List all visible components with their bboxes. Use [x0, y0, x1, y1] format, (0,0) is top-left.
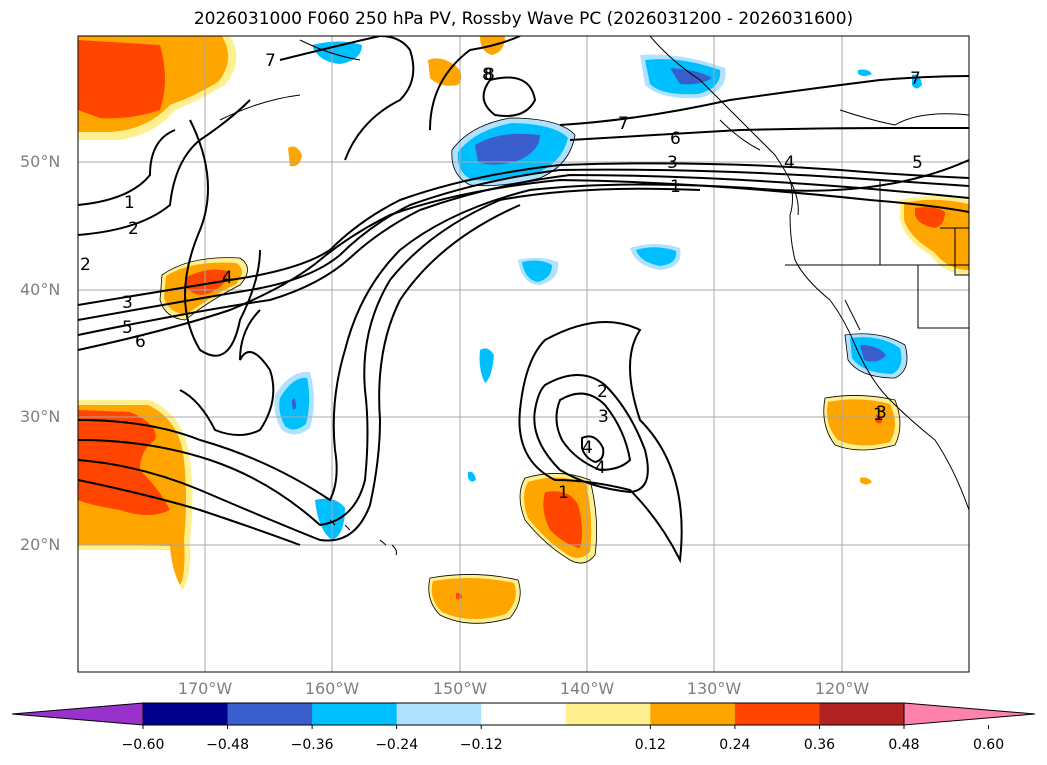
colorbar-segment [819, 703, 905, 725]
lat-label-30n: 30°N [20, 407, 61, 426]
colorbar-segment [565, 703, 651, 725]
contour-label: 1 [124, 193, 135, 213]
colorbar-tick-label: 0.60 [972, 737, 1005, 753]
contour-label: 8 [484, 65, 495, 85]
lon-label-130w: 130°W [686, 679, 742, 698]
contour-label: 3 [598, 407, 609, 427]
colorbar-segment [734, 703, 820, 725]
map-title: 2026031000 F060 250 hPa PV, Rossby Wave … [193, 9, 854, 29]
lon-label-150w: 150°W [432, 679, 488, 698]
lat-label-40n: 40°N [20, 280, 61, 299]
contour-label: 6 [670, 129, 681, 149]
colorbar-tick-label: 0.12 [634, 737, 666, 753]
contour-label: 4 [784, 153, 795, 173]
contour-label: 7 [618, 114, 629, 134]
lon-label-120w: 120°W [814, 679, 870, 698]
contour-label: 3 [667, 153, 678, 173]
contour-label: 1 [670, 177, 681, 197]
colorbar-tick-label: −0.12 [459, 737, 503, 753]
contour-label: 3 [876, 403, 887, 423]
colorbar-tick-label: −0.60 [121, 737, 165, 753]
contour-label: 3 [122, 293, 133, 313]
contour-low-1 [518, 321, 683, 564]
colorbar-segment [227, 703, 313, 725]
colorbar-frame [142, 702, 905, 726]
pv-anomaly-shading [78, 36, 969, 624]
colorbar-extend-high [903, 702, 1036, 726]
colorbar-extend-low [11, 702, 144, 726]
colorbar-tick-label: −0.36 [290, 737, 334, 753]
colorbar-tick-label: −0.48 [206, 737, 249, 753]
contour-label: 7 [910, 69, 921, 89]
contour-label: 1 [558, 483, 569, 503]
lat-label-50n: 50°N [20, 152, 61, 171]
contour-label: 5 [122, 318, 133, 338]
contour-label: 4 [582, 438, 593, 458]
colorbar-tick-label: −0.24 [375, 737, 419, 753]
contour-label: 7 [265, 51, 276, 71]
contour-label: 6 [135, 332, 146, 352]
colorbar-segment [143, 703, 229, 725]
contour-label: 2 [597, 382, 608, 402]
lon-label-160w: 160°W [304, 679, 360, 698]
colorbar-segment [650, 703, 736, 725]
contour-low-4 [581, 435, 605, 464]
colorbar-tick-label: 0.48 [888, 737, 920, 753]
colorbar-segment [481, 703, 567, 725]
map-frame [77, 35, 970, 673]
anomaly-outlines [159, 117, 908, 624]
contour-low-3 [555, 392, 632, 472]
contour-low-2 [533, 374, 649, 494]
colorbar-tick-label: 0.36 [803, 737, 836, 753]
pv-contours [78, 36, 969, 564]
colorbar-segment [396, 703, 482, 725]
lat-label-20n: 20°N [20, 535, 61, 554]
contour-label: 4 [595, 458, 606, 478]
colorbar [11, 702, 1036, 729]
contour-label: 2 [128, 219, 139, 239]
contour-label: 5 [912, 153, 923, 173]
lon-label-140w: 140°W [559, 679, 615, 698]
contour-label: 1 [873, 405, 884, 425]
colorbar-segment [312, 703, 398, 725]
contour-labels: 1 2 3 5 6 7 8 1 2 3 4 6 7 1 3 4 5 2 3 4 … [80, 51, 923, 503]
colorbar-tick-label: 0.24 [719, 737, 751, 753]
contour-label: 8 [482, 65, 493, 85]
contour-label: 4 [222, 268, 233, 288]
contour-label: 2 [80, 255, 91, 275]
lon-label-170w: 170°W [177, 679, 233, 698]
